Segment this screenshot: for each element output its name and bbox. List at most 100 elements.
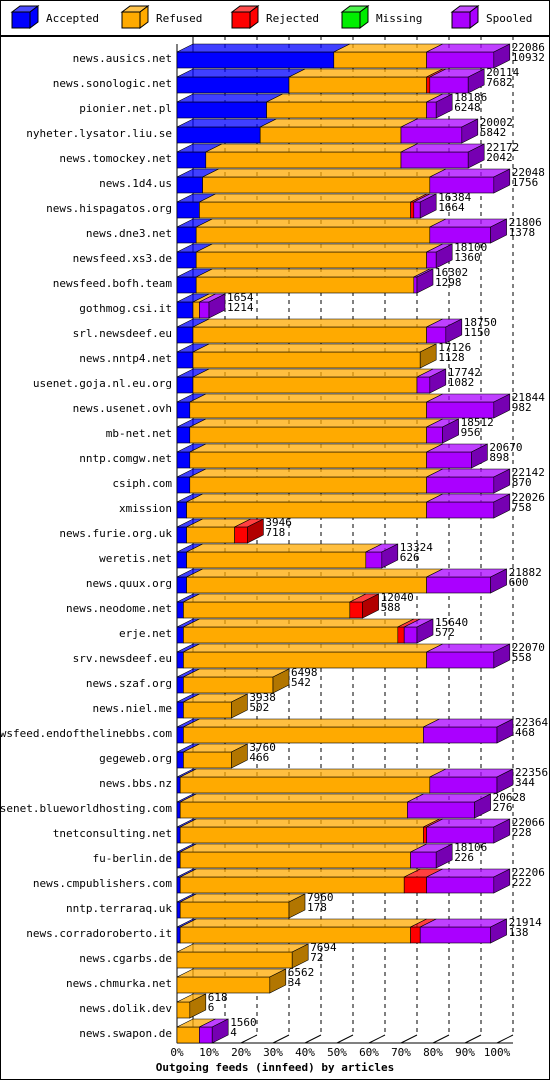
- bar-segment: [186, 526, 235, 544]
- bar-side-shade: [417, 269, 433, 293]
- x-tick-label: 10%: [199, 1046, 219, 1059]
- bar-segment: [176, 751, 184, 769]
- bar-side-shade: [381, 544, 398, 568]
- legend-swatch: [11, 11, 31, 29]
- value-label: 22048: [512, 166, 545, 179]
- value-label: 21882: [509, 566, 542, 579]
- value-label: 21914: [509, 916, 542, 929]
- bar-segment: [426, 651, 495, 669]
- bar-top: [183, 643, 443, 653]
- bar-segment: [199, 201, 411, 219]
- bar-side-shade: [461, 119, 478, 143]
- bar-segment: [176, 901, 181, 919]
- bar-top: [260, 118, 418, 128]
- x-tick: [240, 1034, 258, 1044]
- value-label: 18750: [464, 316, 497, 329]
- bar-segment: [179, 926, 411, 944]
- value-label: 20114: [486, 66, 519, 79]
- bar-side-shade: [231, 694, 248, 718]
- legend-label: Spooled: [486, 12, 532, 25]
- x-tick-label: 70%: [391, 1046, 411, 1059]
- value-label: 6498: [291, 666, 318, 679]
- bar-side-shade: [493, 469, 510, 493]
- value-label: 16384: [438, 191, 471, 204]
- bar-top: [202, 168, 446, 178]
- y-tick-label: pionier.net.pl: [79, 102, 172, 115]
- bar-side-shade: [209, 294, 225, 318]
- x-tick: [368, 1034, 386, 1044]
- bar-segment: [176, 1001, 191, 1019]
- y-tick-label: news.dne3.net: [86, 227, 172, 240]
- bar-segment: [426, 576, 491, 594]
- bar-side: [471, 443, 488, 469]
- value-label: 1082: [448, 376, 475, 389]
- value-label: 7682: [486, 76, 513, 89]
- y-tick-label: fu-berlin.de: [93, 852, 172, 865]
- bar-segment: [183, 726, 424, 744]
- bar-side-shade: [497, 719, 513, 743]
- bar-segment: [179, 876, 405, 894]
- bar-side: [269, 968, 287, 994]
- bar-side-shade: [420, 344, 437, 368]
- value-label: 1214: [227, 301, 254, 314]
- bar-segment: [426, 76, 431, 94]
- bar-segment: [176, 1026, 200, 1044]
- value-label: 4: [230, 1026, 237, 1039]
- legend-swatch: [341, 11, 361, 29]
- value-label: 17126: [438, 341, 471, 354]
- legend-swatch: [121, 11, 141, 29]
- value-label: 222: [512, 876, 532, 889]
- bar-side: [247, 518, 264, 544]
- value-label: 22172: [486, 141, 519, 154]
- x-tick-label: 100%: [484, 1046, 511, 1059]
- bar-segment: [176, 851, 181, 869]
- bar-side: [362, 593, 379, 619]
- value-label: 956: [461, 426, 481, 439]
- bar-side: [435, 93, 453, 119]
- x-tick-label: 50%: [327, 1046, 347, 1059]
- bar-segment: [195, 251, 427, 269]
- value-label: 718: [265, 526, 285, 539]
- bar-side-shade: [429, 369, 446, 393]
- bar-side: [291, 943, 309, 969]
- bar-segment: [192, 351, 421, 369]
- value-label: 6562: [288, 966, 315, 979]
- bar-top: [183, 618, 414, 628]
- legend-swatch: [231, 11, 251, 29]
- y-tick-label: usenet.goja.nl.eu.org: [33, 377, 172, 390]
- y-tick-label: xmission: [119, 502, 172, 515]
- y-tick-label: weretis.net: [99, 552, 172, 565]
- bar-side-shade: [493, 644, 510, 668]
- bar-segment: [403, 876, 427, 894]
- x-tick: [496, 1034, 514, 1044]
- legend-label: Missing: [376, 12, 422, 25]
- bar-top: [176, 43, 350, 53]
- bar-top: [192, 368, 434, 378]
- y-tick-label: news.corradoroberto.it: [26, 927, 172, 940]
- bar-side-shade: [362, 594, 379, 618]
- legend-label: Accepted: [46, 12, 99, 25]
- value-label: 1654: [227, 291, 254, 304]
- bar-segment: [186, 501, 427, 519]
- bar-segment: [176, 701, 184, 719]
- value-label: 18186: [454, 91, 487, 104]
- bar-side-shade: [493, 169, 510, 193]
- bar-segment: [410, 851, 437, 869]
- bar-side: [288, 893, 306, 919]
- legend-swatch-side: [29, 5, 39, 29]
- bar-side: [490, 568, 507, 594]
- bar-top: [196, 243, 443, 253]
- legend-swatch-side: [359, 5, 369, 29]
- value-label: 600: [509, 576, 529, 589]
- bar-side: [493, 643, 511, 669]
- bar-side: [445, 318, 463, 344]
- bar-side-shade: [231, 744, 248, 768]
- value-label: 870: [512, 476, 532, 489]
- value-label: 1756: [512, 176, 539, 189]
- bar-segment: [189, 426, 427, 444]
- bar-side-shade: [471, 444, 488, 468]
- bar-segment: [186, 551, 367, 569]
- legend-swatch-side: [469, 5, 479, 29]
- value-label: 1378: [509, 226, 535, 239]
- value-label: 13324: [400, 541, 433, 554]
